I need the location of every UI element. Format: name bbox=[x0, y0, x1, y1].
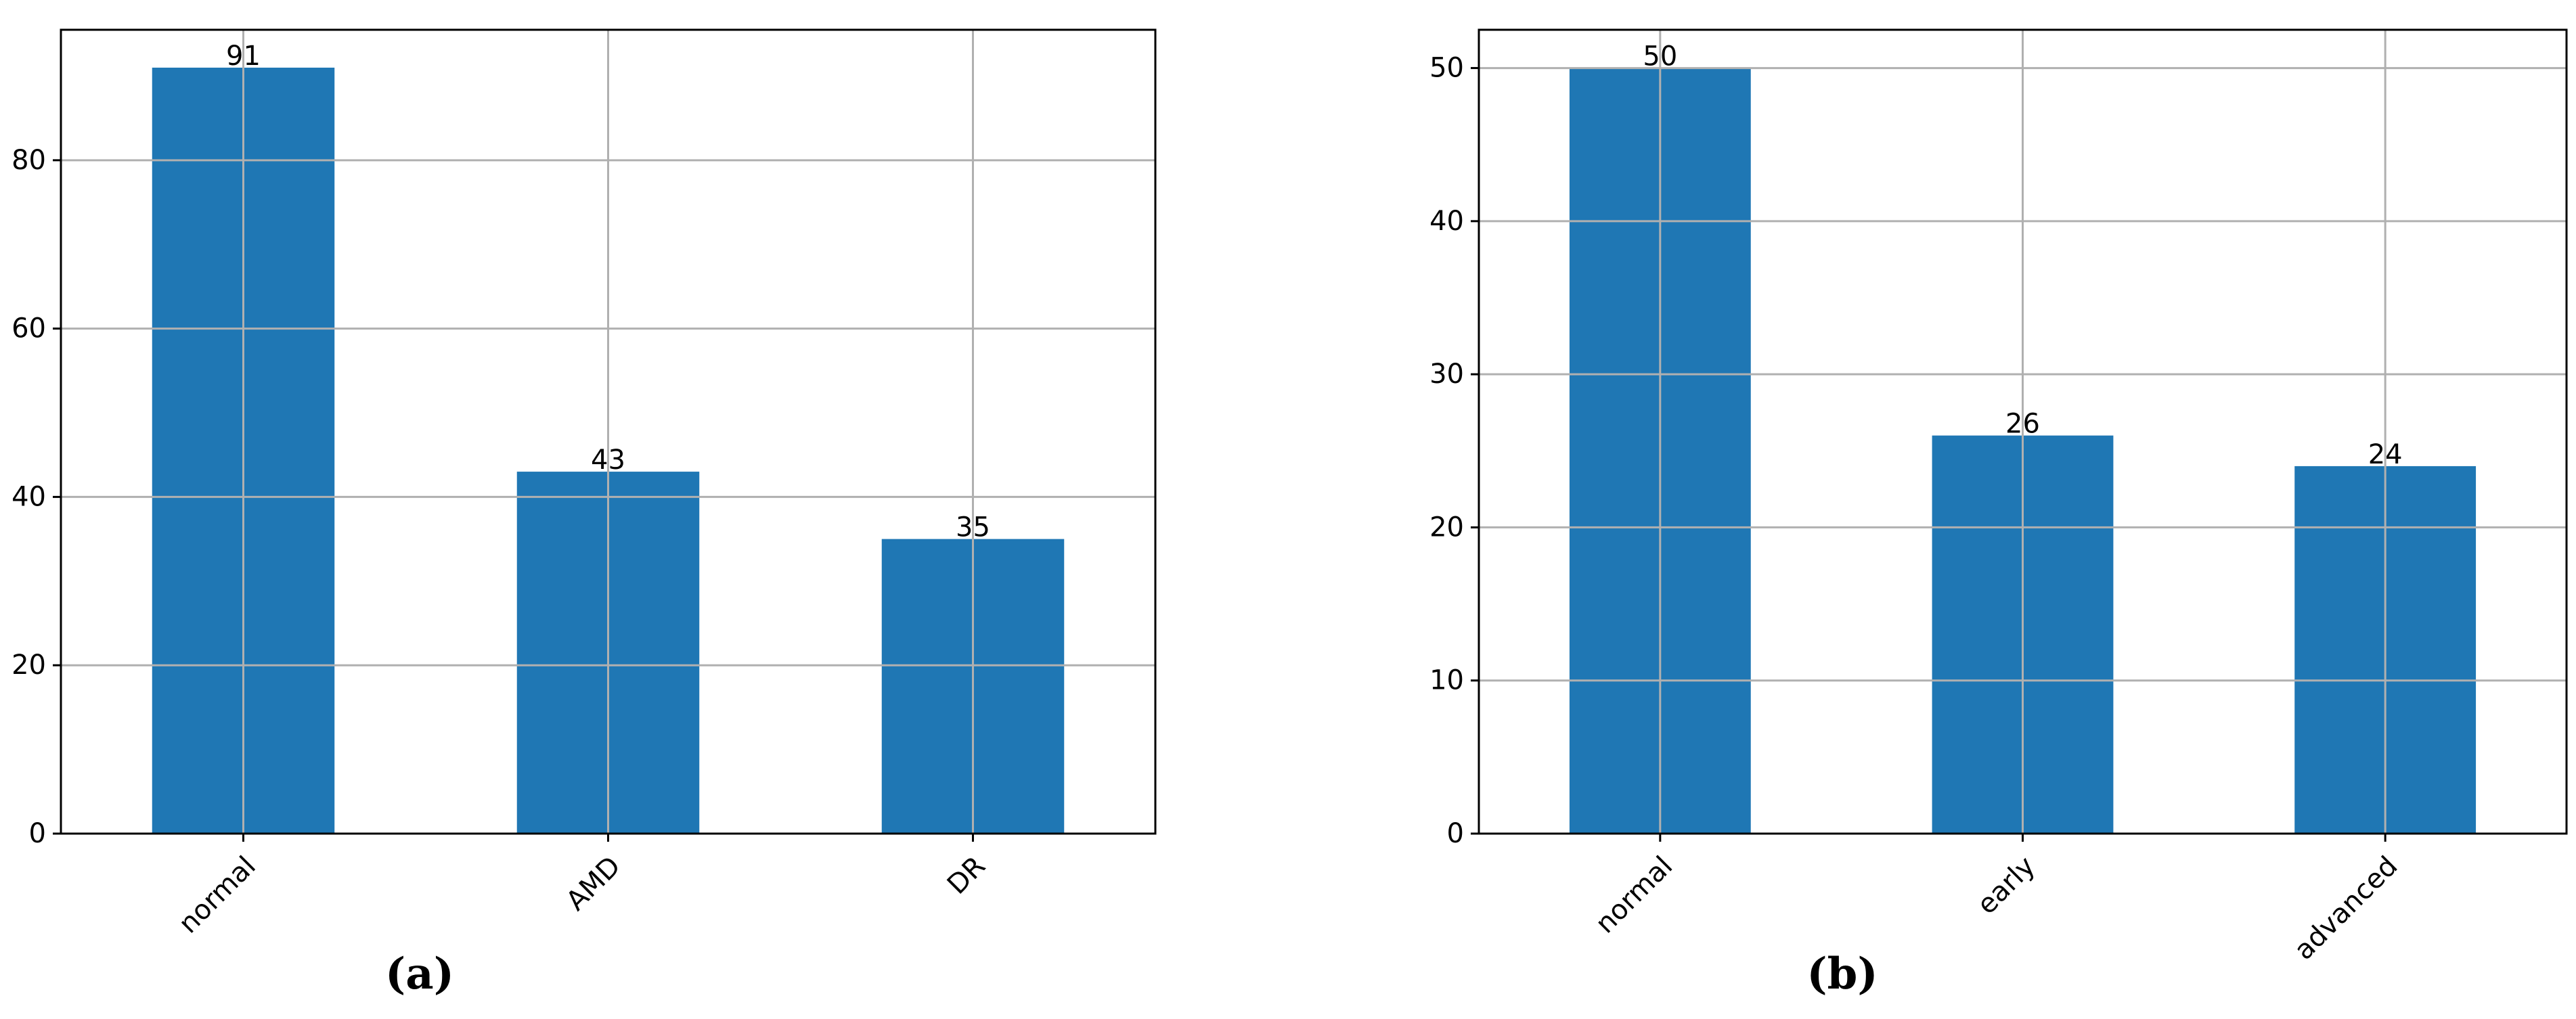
y-tick-label: 20 bbox=[12, 650, 46, 681]
chart-a: 0 20 40 60 80 normal AMD DR 91 43 35 bbox=[12, 28, 1157, 940]
panel-a-caption: (a) bbox=[384, 949, 455, 999]
x-tick-label-amd: AMD bbox=[560, 851, 627, 917]
panel-b-caption: (b) bbox=[1806, 949, 1878, 999]
y-tick-label: 30 bbox=[1429, 359, 1464, 390]
x-tick-label-dr: DR bbox=[941, 851, 992, 901]
y-tick-label: 40 bbox=[12, 481, 46, 512]
chart-b: 0 10 20 30 40 50 normal early advanced 50 26 24 bbox=[1429, 28, 2568, 966]
y-tick-label: 50 bbox=[1429, 53, 1464, 84]
x-tick-label-normal: normal bbox=[1590, 851, 1679, 940]
bar-value-label: 50 bbox=[1643, 41, 1677, 72]
bar-value-label: 26 bbox=[2005, 409, 2040, 440]
bar-value-label: 24 bbox=[2368, 439, 2403, 470]
x-tick-label-early: early bbox=[1971, 851, 2041, 920]
y-tick-label: 40 bbox=[1429, 206, 1464, 237]
y-tick-label: 0 bbox=[1447, 818, 1464, 849]
y-tick-label: 10 bbox=[1429, 665, 1464, 696]
bar-value-label: 43 bbox=[591, 445, 625, 476]
x-tick-label-normal: normal bbox=[173, 851, 262, 940]
bar-value-label: 35 bbox=[956, 512, 990, 543]
y-tick-label: 80 bbox=[12, 145, 46, 176]
y-tick-label: 0 bbox=[29, 818, 46, 849]
y-tick-label: 20 bbox=[1429, 512, 1464, 543]
y-tick-label: 60 bbox=[12, 313, 46, 344]
bar-value-label: 91 bbox=[226, 41, 261, 72]
x-tick-label-advanced: advanced bbox=[2288, 851, 2404, 966]
